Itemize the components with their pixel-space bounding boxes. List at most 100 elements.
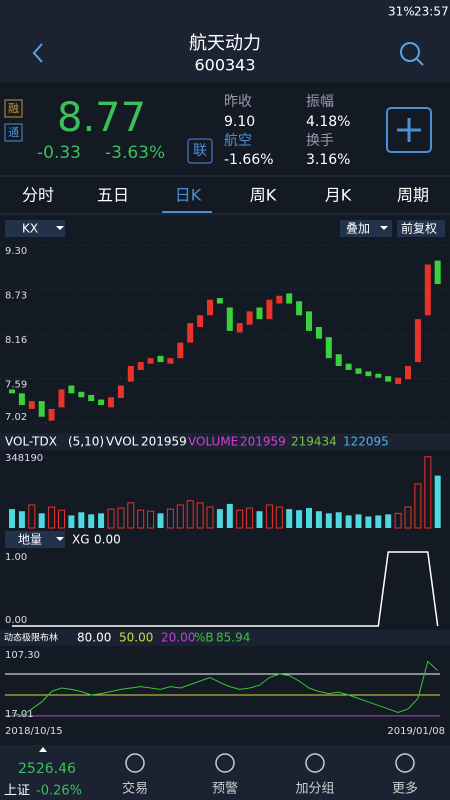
- stat-label: 航空: [224, 133, 252, 149]
- back[interactable]: [32, 43, 43, 63]
- kx-select[interactable]: [5, 220, 65, 237]
- y-tick-label: 348190: [5, 453, 43, 464]
- volume-header: (5,10): [68, 435, 104, 449]
- candle-up: [207, 299, 213, 316]
- tab[interactable]: 五日: [97, 186, 129, 205]
- volume-bar: [256, 511, 263, 528]
- candle-up: [187, 323, 194, 343]
- nav-icon: [215, 753, 235, 773]
- volume-bar: [355, 514, 362, 528]
- nav-item[interactable]: 交易: [122, 781, 148, 797]
- nav-icon: [125, 753, 145, 773]
- candle-up: [167, 358, 174, 364]
- volume-bar: [375, 515, 382, 528]
- volume-bar: [166, 508, 174, 529]
- candle-up: [395, 377, 402, 384]
- nav-item[interactable]: 更多: [392, 781, 418, 797]
- candle-down: [325, 337, 332, 359]
- overlay-select[interactable]: [340, 220, 392, 237]
- tab[interactable]: 日K: [175, 186, 202, 205]
- y-tick-label: 0.00: [5, 615, 27, 626]
- candle-down: [345, 363, 352, 370]
- nav-icon: [305, 753, 325, 773]
- adjust-text: 前复权: [401, 221, 437, 236]
- candle-down: [38, 401, 45, 417]
- candle-down: [375, 373, 382, 378]
- candle-up: [424, 264, 431, 316]
- volume-bar: [98, 513, 105, 528]
- candle-up: [127, 366, 134, 382]
- overlay-text: 叠加: [346, 222, 370, 236]
- stat-label: 换手: [306, 132, 334, 149]
- signal-header: 0.00: [94, 533, 121, 547]
- candle-down: [365, 371, 372, 377]
- date-label: 2019/01/08: [387, 726, 445, 737]
- candle-up: [48, 408, 55, 421]
- candle-down: [286, 293, 293, 304]
- candle-down: [306, 311, 312, 331]
- candle-up: [108, 397, 114, 408]
- price: 8.77: [57, 95, 146, 141]
- volume-header: VOL-TDX: [5, 435, 57, 449]
- y-tick-label: 7.59: [5, 380, 27, 391]
- volume-bar: [117, 507, 125, 529]
- volume-bar: [335, 512, 342, 528]
- volume-bar: [186, 500, 194, 529]
- kx-text: KX: [22, 222, 38, 236]
- candle-up: [58, 389, 65, 408]
- volume-bar: [345, 515, 352, 528]
- candle-down: [385, 376, 392, 382]
- volume-header: 122095: [343, 435, 389, 449]
- candle-down: [78, 391, 85, 398]
- signal-header: XG: [72, 533, 90, 547]
- stat-value: 9.10: [224, 114, 255, 130]
- volume-header: 219434: [291, 435, 337, 449]
- signal-line: [12, 551, 439, 627]
- volume-bar: [434, 475, 441, 528]
- index-name: 上证: [4, 784, 30, 799]
- tab[interactable]: 周期: [397, 186, 429, 205]
- band-name: 动态极限布林: [4, 632, 58, 644]
- volume-bar: [315, 511, 322, 528]
- link-text: 联: [193, 143, 207, 159]
- volume-bar: [275, 506, 283, 529]
- index-change: -0.26%: [36, 784, 82, 799]
- candle-down: [18, 393, 25, 406]
- volume-bar: [28, 504, 36, 529]
- candle-down: [216, 298, 223, 304]
- y-tick-label: 107.30: [5, 650, 40, 661]
- volume-bar: [226, 503, 233, 528]
- y-tick-label: 9.30: [5, 246, 27, 257]
- tab[interactable]: 月K: [325, 186, 352, 205]
- tab[interactable]: 分时: [22, 186, 54, 205]
- candle-up: [117, 385, 124, 399]
- stock-code: 600343: [194, 56, 255, 75]
- tab[interactable]: 周K: [250, 186, 277, 205]
- volume-bar: [404, 506, 412, 529]
- nav-item[interactable]: 预警: [212, 781, 238, 797]
- volume-bar: [216, 509, 223, 528]
- nav-item[interactable]: 加分组: [295, 782, 334, 797]
- volume-bar: [424, 456, 432, 529]
- candle-up: [236, 323, 243, 333]
- search[interactable]: [400, 42, 420, 62]
- battery: 31%: [388, 5, 415, 19]
- stat-value: 3.16%: [306, 152, 350, 168]
- add-button[interactable]: [386, 107, 432, 153]
- link-button[interactable]: [187, 138, 213, 164]
- candle-up: [28, 401, 35, 409]
- candle-down: [296, 301, 303, 316]
- signal-select[interactable]: [5, 531, 65, 548]
- volume-bar: [127, 502, 135, 529]
- stat-label: 昨收: [224, 94, 252, 110]
- adjust-button[interactable]: [397, 220, 445, 237]
- y-tick-label: 7.02: [5, 412, 27, 423]
- candle-down: [98, 399, 105, 406]
- volume-bar: [286, 509, 293, 528]
- volume-bar: [414, 483, 422, 529]
- volume-bar: [394, 512, 402, 529]
- stat-label: 振幅: [306, 94, 334, 110]
- level-label: 80.00: [77, 631, 111, 645]
- badge: [4, 123, 23, 142]
